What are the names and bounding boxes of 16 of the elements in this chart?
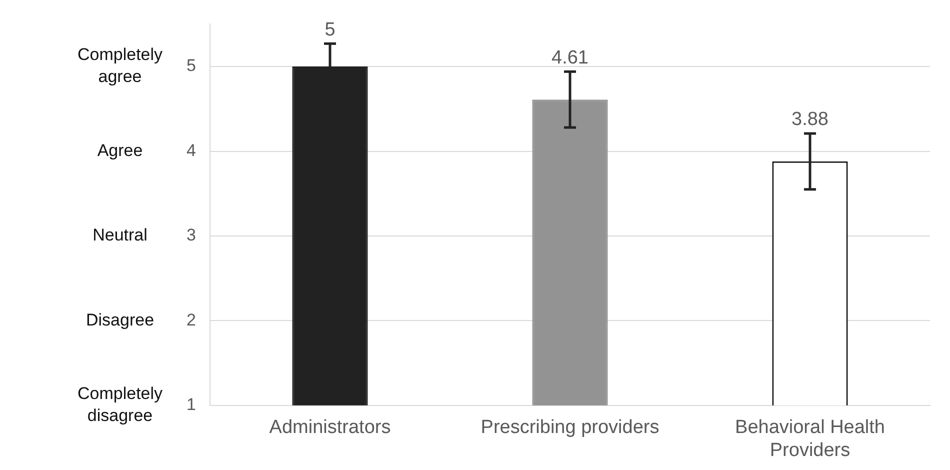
- data-label: 4.61: [552, 47, 588, 68]
- text: Completely disagree: [77, 384, 164, 426]
- y-tick-label: 4: [186, 140, 196, 160]
- text: Completely agree: [77, 45, 164, 86]
- text: Agree: [97, 140, 143, 160]
- text: Disagree: [86, 310, 154, 330]
- x-tick-label: Prescribing providers: [480, 417, 660, 438]
- data-label: 5: [324, 19, 336, 40]
- x-tick-label: Administrators: [269, 417, 391, 438]
- y-tick-label: 5: [186, 56, 196, 76]
- data-label: 3.88: [792, 109, 828, 130]
- y-tick-label: 2: [186, 310, 196, 330]
- text: Neutral: [92, 226, 148, 245]
- y-tick-label: 1: [186, 395, 196, 414]
- y-tick-label: 3: [186, 226, 196, 245]
- x-tick-label: Behavioral Health Providers: [735, 417, 885, 461]
